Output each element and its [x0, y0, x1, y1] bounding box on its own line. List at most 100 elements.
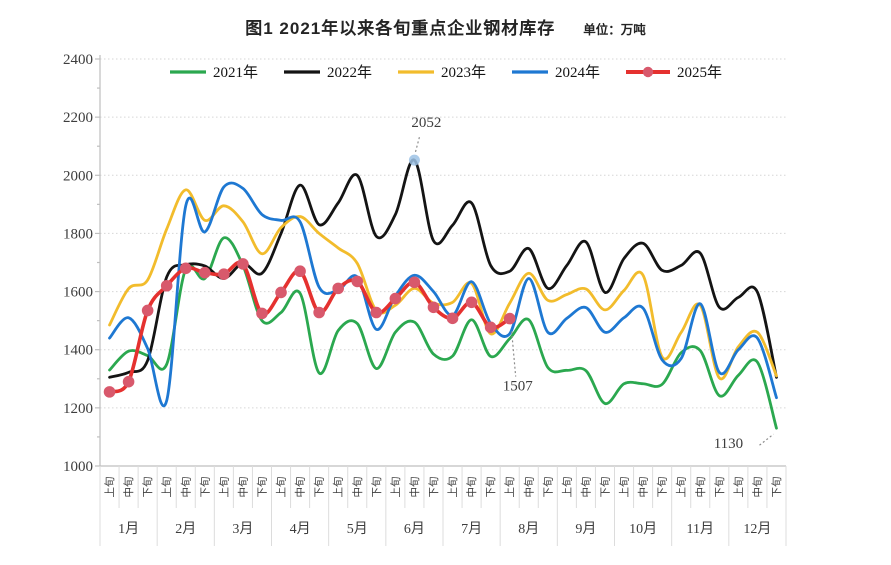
legend-swatch-2023 [397, 69, 434, 74]
annotation-leader-1507 [511, 331, 517, 377]
series-marker-2025 [427, 301, 440, 314]
x-axis-period-label: 中旬 [751, 477, 764, 498]
x-axis-month-label: 9月 [575, 521, 596, 537]
x-axis-period-label: 中旬 [179, 477, 192, 498]
x-axis-period-label: 上旬 [675, 477, 688, 498]
x-axis-period-label: 上旬 [618, 477, 631, 498]
chart-title: 图1 2021年以来各旬重点企业钢材库存 [245, 19, 556, 38]
x-axis-month-label: 5月 [347, 521, 368, 537]
x-axis-period-label: 下旬 [313, 477, 326, 498]
series-marker-2025 [351, 275, 364, 288]
legend-item-2025: 2025年 [625, 61, 722, 82]
annotation-leader-1130 [759, 433, 774, 446]
series-line-2022 [108, 158, 778, 379]
x-axis-period-label: 中旬 [579, 477, 592, 498]
series-line-2025 [107, 260, 512, 394]
x-axis-period-label: 下旬 [141, 477, 154, 498]
legend-swatch-2024 [512, 69, 548, 74]
x-axis-period-label: 中旬 [694, 477, 707, 498]
x-axis-period-label: 上旬 [275, 477, 288, 498]
series-line-2021 [108, 236, 778, 430]
x-axis-period-label: 下旬 [255, 477, 268, 498]
series-marker-2025 [218, 268, 230, 280]
x-axis-period-label: 下旬 [770, 477, 783, 498]
x-axis-period-label: 中旬 [122, 477, 135, 498]
x-axis-period-label: 下旬 [198, 477, 211, 498]
legend-label-2024: 2024年 [555, 65, 601, 81]
x-axis-month-label: 10月 [629, 521, 657, 537]
annotation-1130: 1130 [714, 436, 743, 452]
x-axis-period-label: 中旬 [351, 477, 364, 498]
series-marker-2025 [446, 312, 459, 325]
unit-label: 单位：万吨 [583, 23, 646, 37]
y-axis-label: 1800 [63, 226, 93, 242]
legend-label-2023: 2023年 [440, 65, 486, 81]
series-marker-2025 [179, 262, 192, 275]
x-axis-period-label: 下旬 [484, 477, 497, 498]
x-axis-period-label: 上旬 [160, 477, 173, 498]
series-marker-2025 [389, 292, 402, 305]
x-axis-period-label: 上旬 [560, 477, 573, 498]
series-marker-2025 [503, 312, 516, 325]
legend: 2021年 2022年 2023年 2024年 2025年 [0, 61, 891, 82]
x-axis-period-label: 上旬 [732, 477, 745, 498]
y-axis-label: 2000 [63, 168, 93, 184]
y-axis-label: 2200 [63, 110, 93, 126]
legend-swatch-2022 [283, 69, 320, 74]
series-marker-2025 [141, 304, 154, 317]
legend-label-2025: 2025年 [677, 65, 723, 81]
series-marker-2025 [199, 266, 211, 279]
x-axis-period-label: 上旬 [503, 477, 516, 498]
series-line-2024 [108, 181, 778, 408]
x-axis-period-label: 上旬 [389, 477, 402, 498]
x-axis-month-label: 3月 [232, 521, 253, 537]
series-marker-2025 [237, 258, 249, 270]
x-axis-month-label: 1月 [118, 521, 139, 537]
x-axis-period-label: 下旬 [541, 477, 554, 498]
legend-swatch-2025 [626, 66, 671, 77]
x-axis-period-label: 下旬 [598, 477, 611, 498]
y-axis-label: 2400 [63, 52, 93, 68]
x-axis-period-label: 中旬 [465, 477, 478, 498]
x-axis-period-label: 下旬 [370, 477, 383, 498]
x-axis-month-label: 2月 [175, 521, 196, 537]
x-axis-period-label: 上旬 [332, 477, 345, 498]
y-axis-label: 1400 [63, 343, 93, 359]
x-axis-period-label: 上旬 [103, 477, 116, 498]
series-marker-2025 [294, 265, 306, 278]
legend-label-2021: 2021年 [212, 65, 258, 81]
series-line-2023 [108, 188, 778, 381]
series-marker-2025 [484, 321, 497, 334]
x-axis-period-label: 下旬 [427, 477, 440, 498]
x-axis-period-label: 上旬 [446, 477, 459, 498]
x-axis-month-label: 11月 [687, 521, 714, 537]
series-marker-2025 [275, 286, 287, 299]
x-axis-month-label: 4月 [290, 521, 311, 537]
annotation-1507: 1507 [503, 379, 534, 395]
legend-swatch-2021 [169, 69, 206, 74]
annotation-2052: 2052 [411, 115, 441, 131]
x-axis-period-label: 中旬 [637, 477, 650, 498]
series-marker-2025 [465, 296, 478, 309]
legend-item-2021: 2021年 [169, 61, 258, 82]
x-axis-month-label: 7月 [461, 521, 482, 537]
annotation-leader-2052 [414, 137, 420, 153]
y-axis-label: 1600 [63, 285, 93, 301]
header: 图1 2021年以来各旬重点企业钢材库存 单位：万吨 [0, 14, 891, 39]
x-axis-period-label: 下旬 [713, 477, 726, 498]
highlight-marker-2052 [408, 154, 420, 166]
series-marker-2025 [408, 276, 421, 289]
x-axis-period-label: 中旬 [408, 477, 421, 498]
x-axis-period-label: 中旬 [294, 477, 307, 498]
x-axis-period-label: 下旬 [656, 477, 669, 498]
legend-item-2024: 2024年 [511, 61, 600, 82]
x-axis-month-label: 12月 [743, 521, 771, 537]
series-marker-2025 [370, 306, 383, 319]
x-axis-period-label: 中旬 [522, 477, 535, 498]
x-axis-period-label: 上旬 [217, 477, 230, 498]
series-marker-2025 [256, 307, 268, 320]
x-axis-month-label: 8月 [518, 521, 539, 537]
y-axis-label: 1000 [63, 459, 93, 475]
